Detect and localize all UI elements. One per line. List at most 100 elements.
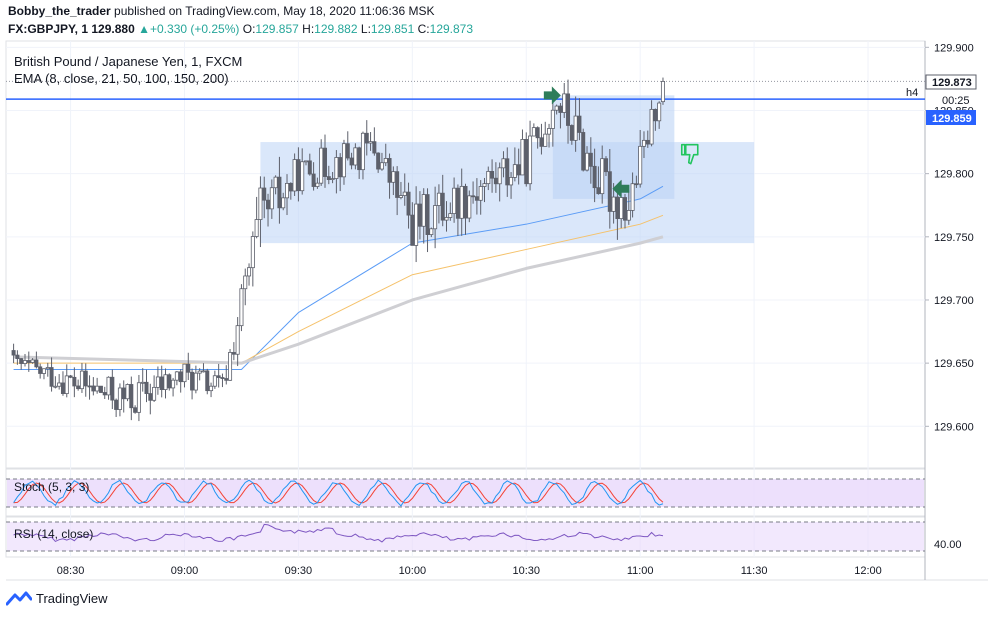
candle-body [395,171,400,198]
candle-body [224,378,229,381]
candle-body [193,372,198,391]
last-price: 129.880 [91,22,135,36]
y-tick-label: 129.650 [934,358,974,370]
ema-line-3 [13,235,664,365]
candle-body [125,384,130,400]
candle-body [402,191,407,196]
svg-text:129.873: 129.873 [932,77,972,89]
candle-body [569,125,574,141]
high-label: H: [302,22,315,36]
tradingview-brand[interactable]: TradingView [6,590,108,606]
candle-body [15,354,20,359]
candle-body [258,187,263,220]
x-tick-label: 09:30 [285,565,313,577]
candle-body [459,185,464,219]
candle-body [391,171,396,183]
candle-body [311,173,316,187]
candle-body [178,371,183,383]
candle-body [87,385,92,388]
candle-body [83,370,88,387]
left-arrow-icon [612,179,630,198]
candle-body [72,376,77,387]
candle-body [414,203,419,246]
candle-body [383,158,388,164]
candle-body [421,194,426,227]
candle-body [497,167,502,185]
candle-body [216,375,221,378]
publish-text: published on TradingView.com, May 18, 20… [114,4,435,18]
candle-body [171,379,176,389]
candle-body [493,177,498,185]
candle-body [205,370,210,392]
candle-body [136,382,141,413]
candle-body [566,93,571,126]
candle-body [577,115,582,133]
candle-body [38,366,43,374]
candle-body [68,375,73,378]
candle-body [649,108,654,145]
candle-body [239,288,244,327]
rsi-line [13,523,664,543]
candle-body [368,141,373,144]
candle-body [243,275,248,290]
candle-body [148,393,153,401]
candle-body [505,158,510,186]
candle-body [417,203,422,227]
rsi-legend: RSI (14, close) [14,527,93,541]
ema-legend: EMA (8, close, 21, 50, 100, 150, 200) [14,71,229,86]
candle-body [524,139,529,185]
candle-body [26,360,31,363]
candle-body [281,197,286,209]
candle-body [64,375,69,395]
y-tick-label: 129.700 [934,295,974,307]
x-tick-label: 12:00 [854,565,882,577]
annotations [543,86,699,198]
candle-body [512,164,517,178]
candle-body [174,371,179,381]
candle-body [114,399,119,410]
candle-body [554,105,559,111]
candle-body [448,213,453,218]
candle-body [102,392,107,396]
oscillators [6,478,925,552]
x-tick-label: 09:00 [171,565,199,577]
candle-body [543,133,548,147]
publish-info: Bobby_the_trader published on TradingVie… [8,4,434,18]
hline-price-label: 129.859 [926,110,976,125]
author-name[interactable]: Bobby_the_trader [8,4,111,18]
candle-body [657,102,662,122]
candle-body [501,158,506,169]
candle-body [300,161,305,192]
x-tick-label: 08:30 [57,565,85,577]
candle-body [231,352,236,355]
candle-body [155,376,160,388]
candle-body [117,387,122,410]
candle-body [467,195,472,219]
price-change: +0.330 (+0.25%) [150,22,240,36]
candle-body [364,132,369,144]
candle-body [645,139,650,145]
symbol-name: FX:GBPJPY, 1 [8,22,89,36]
candle-body [273,176,278,189]
candle-body [615,196,620,220]
candle-body [98,385,103,393]
rsi-band [7,522,924,551]
candle-body [622,197,627,221]
candle-body [167,374,172,389]
candle-body [444,217,449,221]
candle-body [550,109,555,129]
candle-body [220,377,225,379]
candle-body [592,165,597,189]
candle-body [558,105,563,113]
candle-body [588,152,593,167]
candle-body [247,267,252,277]
candle-body [228,352,233,381]
candle-body [201,370,206,373]
candle-body [95,385,100,392]
candle-body [486,171,491,185]
candle-body [528,135,533,185]
low-value: 129.851 [370,22,415,36]
candle-body [653,108,658,122]
candle-body [209,385,214,392]
